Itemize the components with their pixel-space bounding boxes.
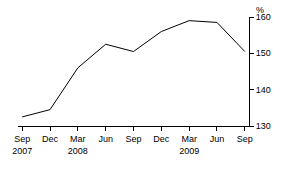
svg-text:150: 150 [256, 48, 271, 58]
svg-text:Sep2007: Sep2007 [12, 134, 32, 156]
svg-text:140: 140 [256, 85, 271, 95]
svg-text:Jun: Jun [98, 134, 113, 144]
svg-text:Dec: Dec [42, 134, 59, 144]
svg-text:160: 160 [256, 12, 271, 22]
svg-text:Mar2009: Mar2009 [179, 134, 199, 156]
svg-text:Jun: Jun [210, 134, 225, 144]
svg-text:Sep: Sep [125, 134, 141, 144]
svg-text:130: 130 [256, 121, 271, 131]
svg-text:%: % [256, 5, 264, 15]
svg-text:Sep: Sep [237, 134, 253, 144]
svg-text:Mar2008: Mar2008 [68, 134, 88, 156]
svg-text:Dec: Dec [153, 134, 170, 144]
